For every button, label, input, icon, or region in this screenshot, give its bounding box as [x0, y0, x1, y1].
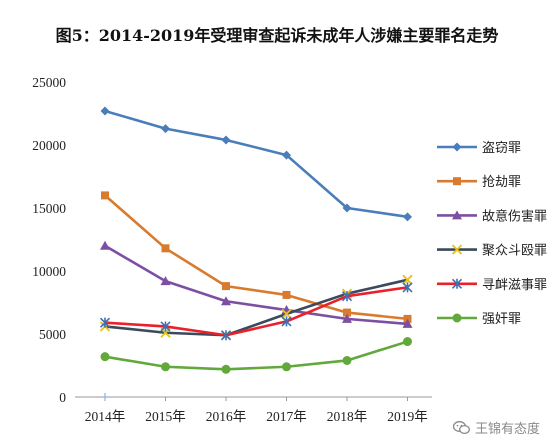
legend-item: 强奸罪: [437, 312, 521, 327]
series-group: [100, 337, 412, 374]
series-group: [99, 282, 413, 341]
legend-marker: [452, 313, 462, 323]
data-point: [221, 296, 231, 306]
data-point: [403, 212, 412, 222]
chart-axes: 0 5000 10000 15000 20000 25000 2014年 2015年 2016年…: [32, 75, 432, 424]
data-point: [161, 362, 170, 372]
series-line: [104, 109, 408, 219]
series-group: [101, 191, 412, 323]
y-tick-label: 10000: [32, 264, 66, 279]
data-point: [402, 274, 413, 285]
x-tick-label: 2017年: [266, 409, 307, 424]
data-point: [100, 240, 110, 250]
legend-marker: [453, 177, 461, 186]
y-tick-label: 15000: [32, 201, 66, 216]
data-point: [160, 276, 171, 286]
legend-label: 强奸罪: [482, 312, 521, 327]
legend-item: 聚众斗殴罪: [437, 244, 547, 259]
y-tick-label: 0: [59, 390, 66, 405]
data-point: [403, 314, 412, 323]
series-line: [104, 286, 408, 337]
origin-marker: [101, 393, 109, 401]
series-line: [104, 194, 408, 321]
legend-label: 抢劫罪: [482, 174, 521, 190]
data-point: [100, 352, 110, 362]
data-point: [281, 316, 292, 327]
data-point: [403, 337, 412, 347]
y-tick-label: 20000: [32, 138, 66, 153]
series-group: [100, 106, 412, 222]
legend-item: 寻衅滋事罪: [437, 278, 547, 293]
data-point: [161, 244, 170, 253]
data-point: [221, 364, 231, 374]
data-point: [282, 290, 291, 299]
data-point: [342, 203, 352, 213]
legend-item: 盗窃罪: [437, 140, 521, 156]
data-point: [161, 124, 170, 134]
watermark: 王锦有态度: [452, 418, 540, 437]
data-point: [342, 355, 352, 365]
legend-item: 故意伤害罪: [437, 208, 547, 224]
watermark-text: 王锦有态度: [474, 422, 540, 437]
data-point: [281, 308, 292, 319]
x-tick-label: 2015年: [145, 409, 186, 424]
y-tick-label: 25000: [32, 75, 66, 90]
legend-label: 故意伤害罪: [482, 208, 547, 224]
x-tick-label: 2019年: [387, 409, 428, 424]
data-point: [282, 150, 291, 160]
data-point: [221, 135, 231, 145]
data-point: [101, 191, 109, 200]
data-point: [341, 291, 353, 302]
data-point: [160, 321, 171, 332]
y-tick-label: 5000: [39, 327, 66, 342]
data-point: [402, 282, 413, 293]
series-line: [104, 244, 408, 326]
data-point: [282, 362, 291, 372]
data-point: [99, 317, 111, 328]
legend-label: 盗窃罪: [482, 140, 521, 156]
data-point: [402, 318, 413, 328]
legend-marker: [452, 210, 462, 220]
legend-marker: [451, 244, 463, 255]
chart-title: 图5：2014-2019年受理审查起诉未成年人涉嫌主要罪名走势: [55, 26, 499, 45]
data-point: [342, 313, 352, 323]
series-line: [104, 278, 408, 337]
x-tick-label: 2014年: [85, 409, 126, 424]
series-group: [99, 274, 413, 341]
x-tick-label: 2016年: [206, 409, 247, 424]
legend-marker: [451, 278, 463, 289]
legend-marker: [452, 142, 462, 152]
legend-label: 聚众斗殴罪: [482, 244, 547, 259]
data-point: [100, 106, 110, 116]
series-lines: [99, 106, 413, 374]
wechat-icon: [452, 420, 470, 434]
data-point: [343, 308, 351, 317]
series-line: [104, 340, 408, 371]
series-group: [100, 240, 413, 328]
legend-label: 寻衅滋事罪: [482, 278, 547, 293]
x-tick-label: 2018年: [327, 409, 368, 424]
legend-item: 抢劫罪: [437, 174, 521, 190]
data-point: [222, 282, 230, 291]
data-point: [220, 330, 232, 341]
